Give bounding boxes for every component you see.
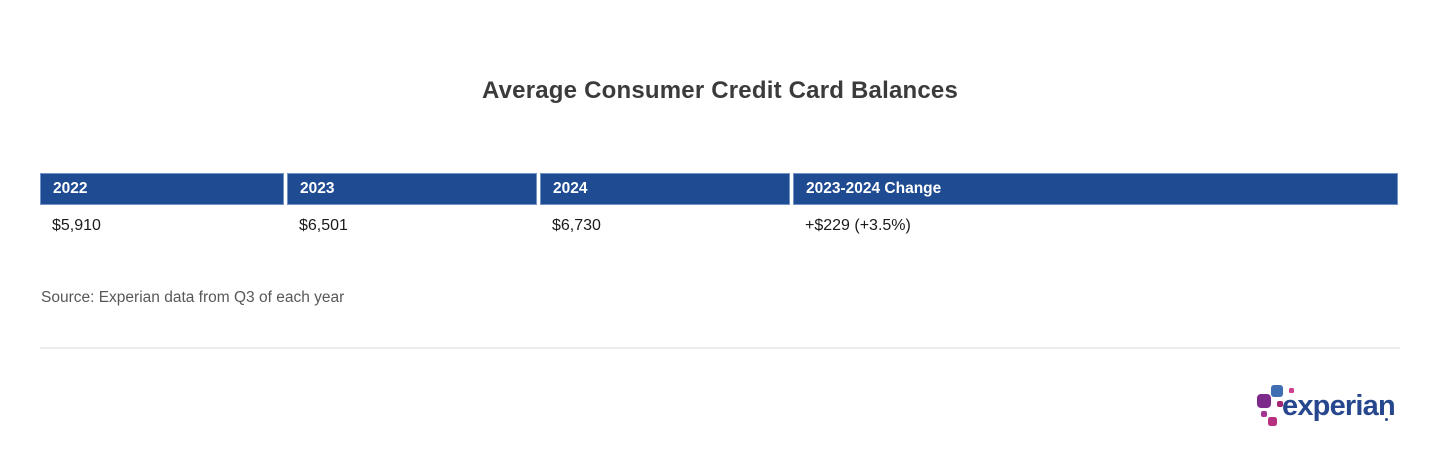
table-cell-balance-2022: $5,910 (52, 217, 101, 234)
source-note: Source: Experian data from Q3 of each ye… (41, 289, 345, 306)
balances-table: 2022 2023 2024 2023-2024 Change $5,910 $… (40, 173, 1398, 235)
logo-square-magenta-icon (1268, 417, 1277, 426)
table-cell-change: +$229 (+3.5%) (805, 217, 911, 234)
table-header-2023: 2023 (287, 173, 537, 205)
logo-square-blue-icon (1271, 385, 1283, 397)
logo-dot-dark-magenta-icon (1277, 401, 1283, 407)
table-header-2022: 2022 (40, 173, 284, 205)
divider-line (40, 347, 1400, 349)
logo-dot-plum-icon (1261, 411, 1267, 417)
table-header-change: 2023-2024 Change (793, 173, 1398, 205)
table-header-row: 2022 2023 2024 2023-2024 Change (40, 173, 1398, 205)
table-row: $5,910 $6,501 $6,730 +$229 (+3.5%) (40, 205, 1398, 235)
experian-logo: experian (1256, 380, 1401, 440)
table-cell-balance-2024: $6,730 (552, 217, 601, 234)
logo-dot-pink-icon (1289, 388, 1294, 393)
logo-square-purple-icon (1257, 394, 1271, 408)
table-header-2024: 2024 (540, 173, 790, 205)
table-cell-balance-2023: $6,501 (299, 217, 348, 234)
experian-wordmark: experian (1282, 390, 1396, 422)
page-title: Average Consumer Credit Card Balances (481, 77, 958, 104)
logo-trademark-dot (1385, 418, 1388, 421)
